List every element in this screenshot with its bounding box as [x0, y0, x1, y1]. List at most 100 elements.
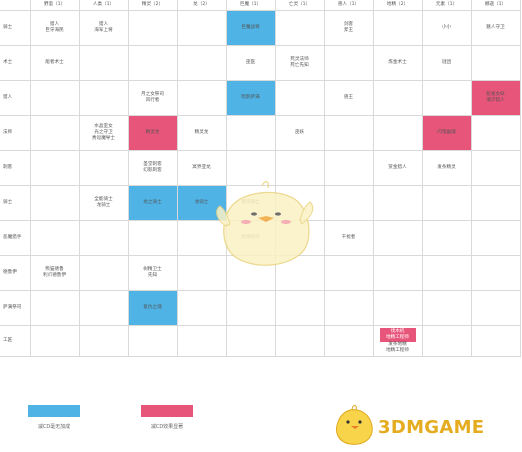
unit-name: 风行者 — [145, 98, 160, 103]
grid-cell — [176, 220, 227, 256]
grid-cell — [78, 80, 129, 116]
grid-row: 骑士 猎人 巨牙海民 猎人 海军上将 巨魔战将 剑客 斧王 小小 魅人守卫 — [0, 10, 521, 46]
column-header-naga: 娜迦（1） — [470, 0, 521, 11]
grid-cell: 全能骑士 龙骑士 — [78, 185, 129, 221]
unit-name: 圣堂刺客 — [143, 162, 162, 167]
grid-cell — [29, 290, 80, 326]
grid-cell — [372, 220, 423, 256]
grid-cell: 巨魔战将 — [225, 10, 276, 46]
grid-cell — [29, 185, 80, 221]
unit-name: 熊猫德鲁 — [45, 267, 64, 272]
grid-cell — [323, 325, 374, 357]
grid-cell — [470, 255, 521, 291]
unit-name: 龙骑士 — [96, 203, 111, 208]
grid-row: 骑士 全能骑士 龙骑士 龙之骑士 龙骑士 混沌骑士 — [0, 185, 521, 221]
unit-name: 恐怖利刃 — [241, 235, 260, 240]
column-header-troll: 巨魔（1） — [225, 0, 276, 11]
row-header: 萨满祭司 — [0, 290, 31, 326]
grid-cell — [421, 185, 472, 221]
grid-cell: 月之女祭司 风行者 — [127, 80, 178, 116]
unit-name: 魅人守卫 — [486, 25, 505, 30]
grid-cell: 干扰者 — [323, 220, 374, 256]
grid-row: 法师 水晶室女 光之守卫 秀逗魔导士 精灵龙 精灵龙 巫妖 闪电幽魂 — [0, 115, 521, 151]
grid-cell: 魅人守卫 — [470, 10, 521, 46]
grid-cell — [470, 220, 521, 256]
grid-cell — [323, 185, 374, 221]
legend-blue: 减CD毫无加成 — [28, 405, 80, 435]
unit-name: 巨魔战将 — [241, 25, 260, 30]
unit-name: 龙之骑士 — [143, 200, 162, 205]
grid-cell — [274, 290, 325, 326]
grid-cell: 熊猫德鲁 利爪德鲁伊 — [29, 255, 80, 291]
grid-cell — [225, 325, 276, 357]
grid-cell — [470, 115, 521, 151]
column-header-human: 人类（1） — [78, 0, 129, 11]
grid-cell — [323, 115, 374, 151]
grid-cell: 恐怖利刃 — [225, 220, 276, 256]
grid-cell — [127, 220, 178, 256]
grid-cell: 树精卫士 先知 — [127, 255, 178, 291]
grid-cell: 冥界亚龙 — [176, 150, 227, 186]
legend-blue-label: 减CD毫无加成 — [37, 424, 71, 430]
grid-cell: 发条精灵 — [421, 150, 472, 186]
row-header: 骑士 — [0, 10, 31, 46]
unit-name: 剑客 — [343, 22, 354, 27]
grid-cell: 猎人 海军上将 — [78, 10, 129, 46]
row-header: 骑士 — [0, 185, 31, 221]
grid-cell — [29, 150, 80, 186]
grid-cell — [323, 150, 374, 186]
unit-name: 兽王 — [343, 95, 354, 100]
grid-cell — [78, 45, 129, 81]
grid-cell — [323, 255, 374, 291]
corner-cell — [0, 0, 30, 11]
grid-cell: 复仇之魂 — [127, 290, 178, 326]
unit-name: 猎人 — [49, 22, 60, 27]
unit-name: 月之女祭司 — [141, 92, 164, 97]
grid-cell: 死灵法师 死亡先知 — [274, 45, 325, 81]
unit-name: 潮汐猎人 — [486, 98, 505, 103]
unit-name: 秀逗魔导士 — [92, 136, 115, 141]
unit-name: 蛇发女妖 — [486, 92, 505, 97]
unit-name: 利爪德鲁伊 — [43, 273, 66, 278]
watermark-chick-icon — [336, 405, 373, 445]
grid-row: 萨满祭司 复仇之魂 — [0, 290, 521, 326]
unit-name: 发条地精 — [388, 342, 407, 347]
grid-cell — [470, 185, 521, 221]
grid-cell — [372, 290, 423, 326]
grid-cell: 精灵龙 — [127, 115, 178, 151]
grid-cell — [372, 255, 423, 291]
grid-cell — [274, 255, 325, 291]
grid-cell: 暗影萨满 — [225, 80, 276, 116]
unit-name: 冥界亚龙 — [192, 165, 211, 170]
grid-cell: 闪电幽魂 — [421, 115, 472, 151]
legend-pink-swatch — [141, 405, 193, 417]
grid-cell: 能者术士 — [29, 45, 80, 81]
grid-cell — [29, 220, 80, 256]
unit-name: 炼金术士 — [388, 60, 407, 65]
unit-name: 暗影萨满 — [241, 95, 260, 100]
column-header-dragon: 龙（2） — [176, 0, 227, 11]
unit-name: 闪电幽魂 — [437, 130, 456, 135]
unit-name: 巫医 — [245, 60, 256, 65]
column-header-elemental: 元素（1） — [421, 0, 472, 11]
unit-name: 精灵龙 — [194, 130, 209, 135]
grid-cell — [274, 150, 325, 186]
grid-cell: 伐木机 地精工程师 发条地精 地精工程师 — [372, 325, 423, 357]
row-header: 法师 — [0, 115, 31, 151]
grid-cell — [470, 290, 521, 326]
unit-name: 复仇之魂 — [143, 305, 162, 310]
unit-name: 巨牙海民 — [45, 28, 64, 33]
column-header-row: 野蛮（1） 人类（1） 精灵（2） 龙（2） 巨魔（1） 亡灵（1） 兽人（1）… — [0, 0, 521, 11]
grid-body: 骑士 猎人 巨牙海民 猎人 海军上将 巨魔战将 剑客 斧王 小小 魅人守卫 术士 能者术士 巫医 死灵法师… — [0, 10, 521, 357]
grid-cell — [78, 255, 129, 291]
unit-name: 光之守卫 — [94, 130, 113, 135]
grid-cell: 猎人 巨牙海民 — [29, 10, 80, 46]
grid-cell — [421, 80, 472, 116]
grid-cell — [225, 150, 276, 186]
unit-name: 地精工程师 — [386, 348, 409, 353]
grid-cell — [421, 325, 472, 357]
unit-name: 先知 — [147, 273, 158, 278]
unit-name: 水晶室女 — [94, 124, 113, 129]
grid-cell: 兽王 — [323, 80, 374, 116]
grid-cell: 龙之骑士 — [127, 185, 178, 221]
